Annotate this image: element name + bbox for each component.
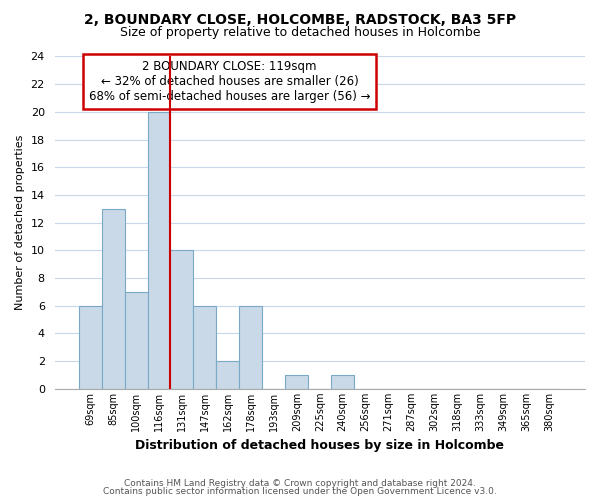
Bar [239,306,262,389]
Bar [331,375,354,389]
Bar [286,375,308,389]
Text: 2 BOUNDARY CLOSE: 119sqm
← 32% of detached houses are smaller (26)
68% of semi-d: 2 BOUNDARY CLOSE: 119sqm ← 32% of detach… [89,60,370,103]
Bar [217,361,239,389]
Bar [79,306,101,389]
Bar [101,209,125,389]
Text: Size of property relative to detached houses in Holcombe: Size of property relative to detached ho… [120,26,480,39]
Text: 2, BOUNDARY CLOSE, HOLCOMBE, RADSTOCK, BA3 5FP: 2, BOUNDARY CLOSE, HOLCOMBE, RADSTOCK, B… [84,12,516,26]
Bar [170,250,193,389]
Bar [193,306,217,389]
Y-axis label: Number of detached properties: Number of detached properties [15,135,25,310]
Text: Contains HM Land Registry data © Crown copyright and database right 2024.: Contains HM Land Registry data © Crown c… [124,478,476,488]
Bar [148,112,170,389]
Text: Contains public sector information licensed under the Open Government Licence v3: Contains public sector information licen… [103,487,497,496]
Bar [125,292,148,389]
X-axis label: Distribution of detached houses by size in Holcombe: Distribution of detached houses by size … [135,440,504,452]
